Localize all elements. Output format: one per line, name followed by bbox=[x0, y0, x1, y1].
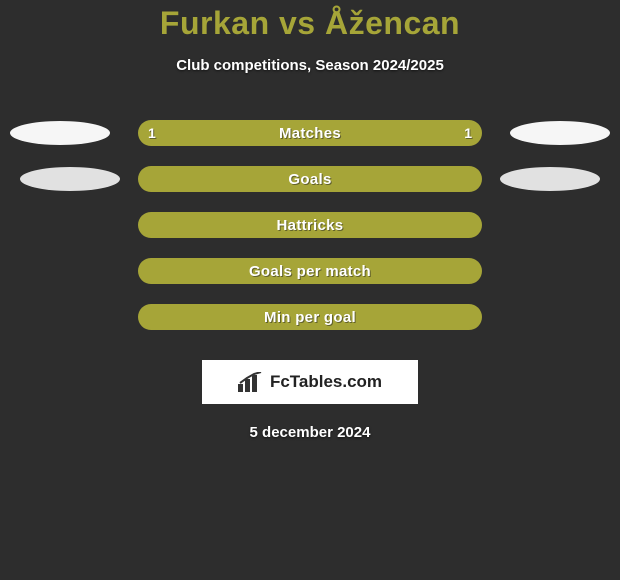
stat-label: Matches bbox=[279, 125, 341, 142]
stats-rows: Matches 1 1 Goals Hattricks Goals per match Mi… bbox=[0, 110, 620, 340]
stats-row: Min per goal bbox=[0, 294, 620, 340]
stats-row: Goals per match bbox=[0, 248, 620, 294]
stats-row: Hattricks bbox=[0, 202, 620, 248]
stat-bar: Min per goal bbox=[138, 304, 482, 330]
brand-text: FcTables.com bbox=[270, 372, 382, 392]
subtitle: Club competitions, Season 2024/2025 bbox=[0, 57, 620, 74]
stat-label: Min per goal bbox=[264, 309, 356, 326]
brand-chart-icon bbox=[238, 372, 264, 392]
stat-label: Hattricks bbox=[277, 217, 344, 234]
stat-bar: Hattricks bbox=[138, 212, 482, 238]
stat-bar: Goals bbox=[138, 166, 482, 192]
stat-label: Goals bbox=[288, 171, 331, 188]
stats-row: Matches 1 1 bbox=[0, 110, 620, 156]
stat-left-value: 1 bbox=[148, 125, 156, 141]
page-title: Furkan vs Åžencan bbox=[0, 0, 620, 41]
stat-right-value: 1 bbox=[464, 125, 472, 141]
stats-row: Goals bbox=[0, 156, 620, 202]
brand-badge: FcTables.com bbox=[202, 360, 418, 404]
date-text: 5 december 2024 bbox=[0, 424, 620, 441]
right-pill bbox=[510, 121, 610, 145]
left-pill bbox=[10, 121, 110, 145]
stat-bar: Goals per match bbox=[138, 258, 482, 284]
infographic-root: Furkan vs Åžencan Club competitions, Sea… bbox=[0, 0, 620, 580]
right-pill bbox=[500, 167, 600, 191]
stat-label: Goals per match bbox=[249, 263, 371, 280]
stat-bar: Matches 1 1 bbox=[138, 120, 482, 146]
left-pill bbox=[20, 167, 120, 191]
